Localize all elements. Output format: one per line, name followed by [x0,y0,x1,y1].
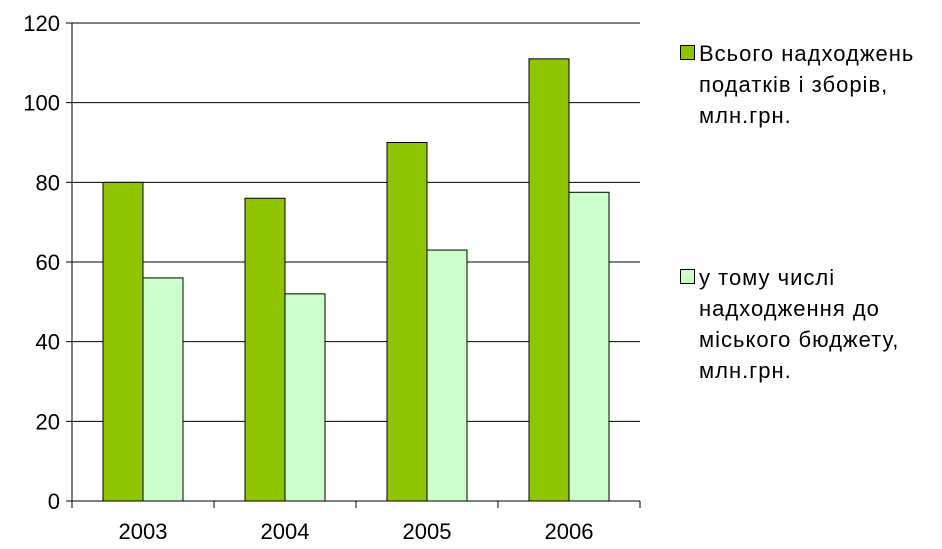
axes [66,22,641,508]
x-tick-label: 2004 [261,519,310,544]
y-tick-label: 40 [36,330,60,355]
y-tick-label: 120 [23,11,60,36]
y-tick-label: 80 [36,170,60,195]
x-tick-label: 2003 [119,519,168,544]
bar-total-2005 [386,142,428,502]
legend-label-total: Всього надходжень податків і зборів, млн… [699,41,915,128]
bar-city-budget-2005 [426,249,468,502]
legend-swatch-city-budget [680,269,695,284]
y-tick-label: 60 [36,250,60,275]
legend-swatch-total [680,45,695,60]
bar-total-2004 [244,197,286,502]
legend-label-city-budget: у тому числі надходження до міського бюд… [699,265,900,383]
y-tick-label: 20 [36,409,60,434]
y-tick-label: 0 [48,489,60,514]
bar-total-2006 [528,58,570,502]
bar-city-budget-2006 [568,191,610,502]
bar-city-budget-2004 [284,293,326,502]
x-tick-label: 2006 [545,519,594,544]
bars [102,58,610,502]
bar-total-2003 [102,181,144,502]
bar-city-budget-2003 [142,277,184,502]
y-tick-label: 100 [23,91,60,116]
legend-item-total: Всього надходжень податків і зборів, млн… [680,38,914,131]
tick-labels: 0 20 40 60 80 100 120 2003 2004 2005 2006 [23,11,593,544]
x-tick-label: 2005 [403,519,452,544]
legend-item-city-budget: у тому числі надходження до міського бюд… [680,262,899,386]
